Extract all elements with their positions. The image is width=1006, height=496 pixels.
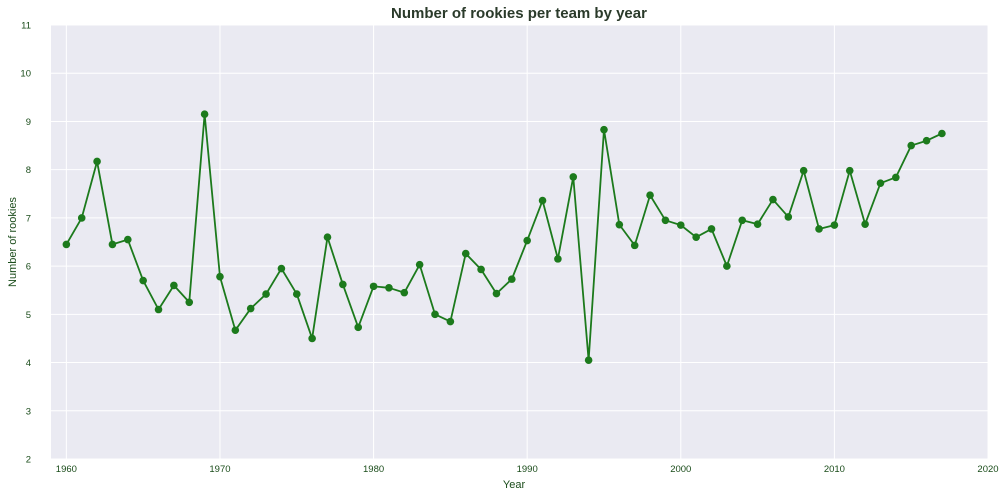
y-axis-label: Number of rookies bbox=[7, 197, 19, 287]
data-point bbox=[738, 216, 747, 225]
y-axis-ticks: 2 3 4 5 6 7 8 9 10 11 bbox=[20, 21, 31, 466]
x-tick-label: 1990 bbox=[517, 464, 538, 475]
x-axis-label: Year bbox=[503, 479, 526, 491]
data-point bbox=[170, 281, 178, 290]
data-point bbox=[308, 334, 316, 343]
data-point bbox=[861, 220, 869, 228]
data-point bbox=[461, 249, 470, 258]
data-point bbox=[139, 276, 147, 285]
data-point bbox=[231, 326, 240, 335]
y-tick-label: 9 bbox=[26, 117, 31, 128]
data-point bbox=[323, 233, 332, 241]
data-point bbox=[907, 141, 915, 150]
data-point bbox=[646, 191, 654, 200]
data-point bbox=[354, 323, 363, 332]
data-point bbox=[124, 235, 132, 244]
data-point bbox=[292, 290, 301, 298]
x-tick-label: 2020 bbox=[977, 464, 998, 475]
data-point bbox=[477, 265, 485, 274]
data-point bbox=[661, 216, 670, 225]
data-point bbox=[584, 356, 593, 364]
data-point bbox=[692, 233, 700, 241]
data-point bbox=[938, 129, 946, 138]
data-point bbox=[922, 136, 931, 145]
plot-area-background bbox=[51, 25, 988, 459]
grid bbox=[51, 24, 989, 460]
x-tick-label: 2000 bbox=[670, 464, 691, 475]
data-point bbox=[538, 196, 547, 205]
data-point bbox=[415, 260, 424, 269]
y-tick-label: 11 bbox=[21, 21, 31, 32]
y-tick-label: 2 bbox=[26, 455, 31, 466]
y-tick-label: 3 bbox=[26, 406, 31, 417]
data-point bbox=[569, 173, 578, 181]
data-point bbox=[615, 220, 624, 229]
data-point bbox=[216, 272, 224, 281]
data-point bbox=[93, 157, 101, 166]
data-point bbox=[77, 214, 86, 222]
series-line bbox=[65, 113, 943, 362]
data-point bbox=[400, 288, 409, 297]
data-point bbox=[600, 125, 608, 134]
y-tick-label: 4 bbox=[26, 358, 31, 369]
y-tick-label: 7 bbox=[26, 213, 31, 224]
y-tick-label: 8 bbox=[26, 165, 31, 176]
series-layer bbox=[62, 110, 946, 364]
data-point bbox=[554, 255, 562, 263]
data-point bbox=[892, 173, 900, 182]
data-point bbox=[385, 284, 393, 292]
data-point bbox=[154, 305, 163, 314]
x-axis-ticks: 1960 1970 1980 1990 2000 2010 2020 bbox=[56, 464, 999, 475]
data-point bbox=[200, 110, 209, 119]
data-point bbox=[784, 213, 793, 221]
data-point bbox=[707, 225, 716, 233]
data-point bbox=[262, 290, 270, 298]
x-tick-label: 2010 bbox=[824, 464, 845, 475]
data-point bbox=[185, 298, 194, 307]
data-point bbox=[492, 289, 501, 298]
data-point bbox=[369, 282, 378, 291]
data-point bbox=[508, 275, 516, 283]
data-point bbox=[246, 304, 255, 313]
data-point bbox=[446, 317, 455, 326]
data-point bbox=[108, 240, 117, 249]
x-tick-label: 1970 bbox=[209, 464, 230, 475]
data-point bbox=[523, 236, 531, 245]
data-point bbox=[630, 241, 639, 250]
data-point bbox=[676, 221, 685, 229]
data-point bbox=[753, 220, 762, 228]
data-point bbox=[876, 179, 885, 187]
y-tick-label: 10 bbox=[20, 69, 31, 80]
data-point bbox=[277, 264, 286, 273]
data-point bbox=[431, 310, 439, 319]
data-point bbox=[723, 262, 731, 270]
data-point bbox=[830, 221, 839, 229]
data-point bbox=[339, 280, 347, 289]
x-tick-label: 1960 bbox=[56, 464, 77, 475]
y-tick-label: 6 bbox=[26, 262, 31, 273]
x-tick-label: 1980 bbox=[363, 464, 384, 475]
data-point bbox=[799, 166, 808, 175]
y-tick-label: 5 bbox=[26, 310, 31, 321]
data-point bbox=[62, 240, 71, 249]
data-point bbox=[815, 225, 823, 233]
data-point bbox=[845, 166, 854, 175]
data-point bbox=[769, 195, 777, 204]
chart-title: Number of rookies per team by year bbox=[391, 5, 647, 22]
